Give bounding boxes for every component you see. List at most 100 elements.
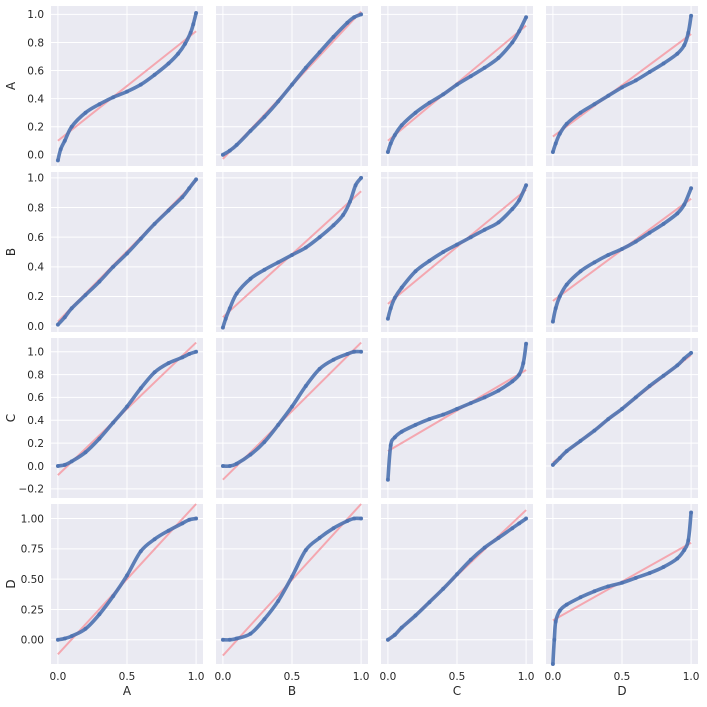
data-point [97,279,102,284]
x-axis-label-A: A [123,684,132,698]
data-point [578,110,583,115]
data-point [180,355,185,360]
data-point [675,556,680,561]
data-point [564,282,569,287]
data-point [620,406,624,411]
data-point [166,528,171,533]
panel-D-C [381,504,533,664]
data-point [97,612,102,617]
data-point [331,223,336,228]
data-point [262,440,267,444]
ytick-label: 0.8 [27,37,44,49]
data-point [83,293,88,297]
data-point [524,15,529,20]
data-point [689,13,694,18]
data-point [441,250,446,254]
data-point [248,276,253,281]
data-point [227,637,232,642]
data-point [248,128,253,133]
data-point [496,220,501,225]
data-point [194,349,199,354]
data-point [413,613,418,618]
y-axis-label-B: B [4,248,18,256]
data-point [166,61,171,66]
fit-line [552,33,692,138]
data-point [524,516,529,521]
data-point [180,521,185,526]
data-point [427,417,432,422]
data-point [303,65,308,70]
data-point [413,269,418,274]
data-point [564,449,569,454]
data-point [138,386,143,391]
ytick-label: 0.0 [27,150,44,162]
data-point [345,519,350,523]
data-point [303,245,308,250]
data-point [111,264,116,269]
data-point [517,521,522,526]
data-point [455,572,459,577]
data-point [682,202,687,207]
data-point [276,599,281,603]
data-point [455,406,459,411]
data-point [227,464,232,468]
data-point [578,438,583,443]
ytick-label: 0.6 [27,65,44,77]
xtick-label: 0.0 [215,671,232,683]
data-point [55,637,60,642]
data-point [388,141,393,146]
data-point [352,516,357,521]
data-point [227,148,232,153]
data-point [620,85,624,90]
data-point [353,183,358,188]
ytick-label: 0.4 [27,262,44,274]
data-point [183,41,187,46]
fit-line [387,189,527,305]
panel-B-C [381,172,533,332]
ytick-label: 1.0 [27,347,44,359]
data-point [55,464,60,468]
data-point [138,549,143,554]
ytick-label: 1.00 [21,513,44,525]
data-point [510,379,515,384]
panel-D-B [216,503,368,664]
panel-A-D [546,6,698,166]
data-point [564,121,569,126]
data-point [303,548,308,553]
ytick-label: 0.0 [27,321,44,333]
data-point [69,459,74,464]
data-point [138,82,143,87]
data-point [83,110,88,115]
data-point [317,50,322,55]
data-point [553,619,558,624]
data-point [661,373,666,378]
panel-A-A [51,6,203,166]
data-point [317,366,322,371]
data-point [455,242,459,247]
data-point [399,123,404,128]
data-point [111,594,116,599]
data-point [125,89,129,94]
data-point [220,152,225,157]
fit-line [57,30,197,142]
data-point [510,40,515,45]
x-axis-label-C: C [453,684,461,698]
panel-D-D [546,504,698,666]
data-point [69,124,74,129]
data-point [359,175,364,180]
data-point [517,29,522,34]
data-point [661,221,666,226]
xtick-label: 0.5 [119,671,136,683]
data-point [455,82,459,87]
data-point [290,82,294,87]
scatter-band [56,11,198,163]
data-point [686,30,691,35]
data-point [69,634,74,639]
data-point [194,177,199,182]
data-point [592,428,597,433]
data-point [290,253,294,257]
data-point [633,78,638,83]
ytick-label: 0.8 [27,369,44,381]
data-point [524,183,529,188]
data-point [317,535,322,540]
